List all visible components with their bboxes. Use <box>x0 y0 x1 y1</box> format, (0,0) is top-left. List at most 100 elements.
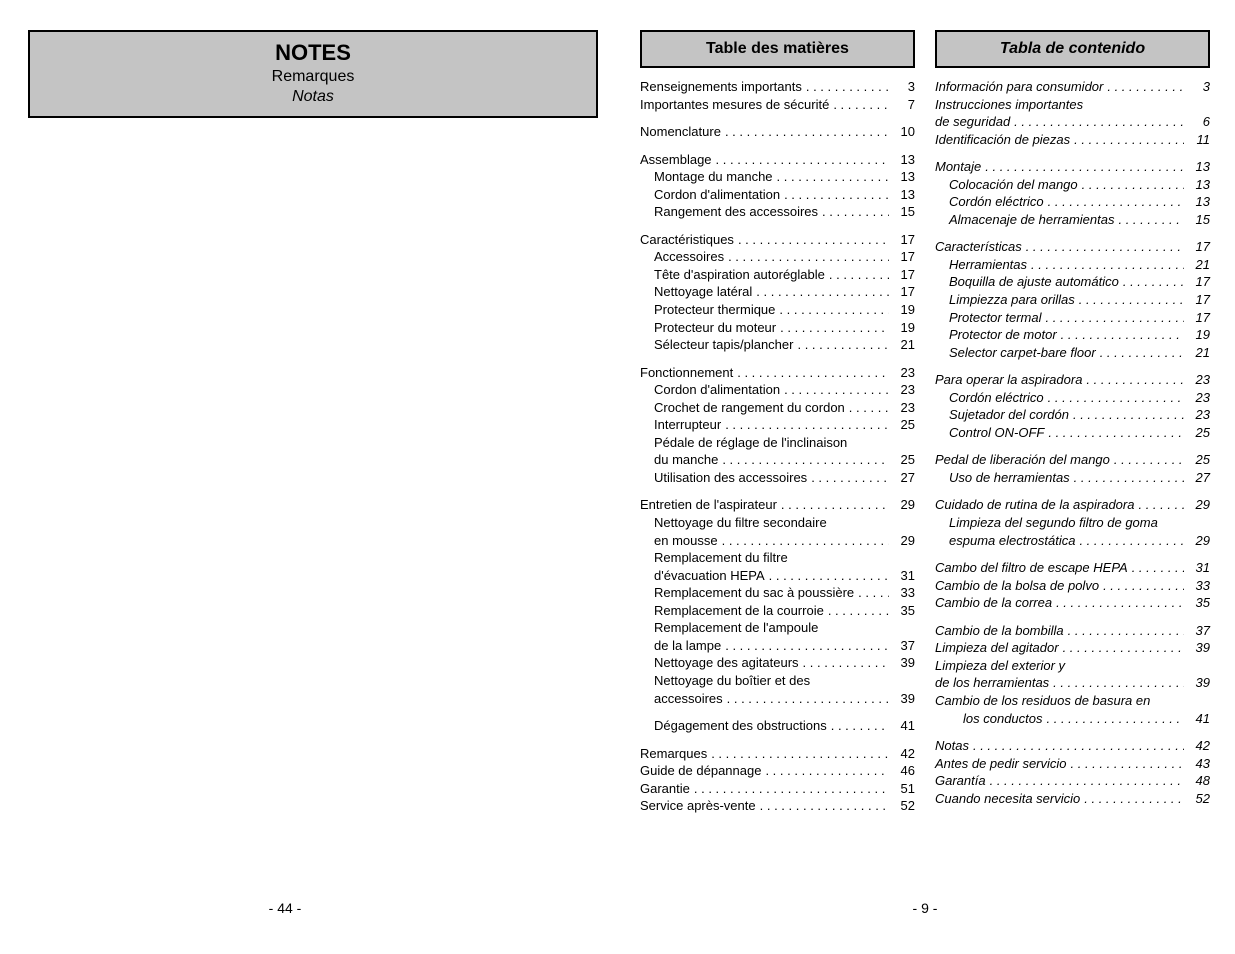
toc-leader <box>803 654 889 672</box>
toc-leader <box>728 248 889 266</box>
toc-leader <box>1026 238 1184 256</box>
toc-row: Cambio de la correa35 <box>935 594 1210 612</box>
toc-row: Montaje13 <box>935 158 1210 176</box>
toc-page: 15 <box>893 203 915 221</box>
toc-leader <box>822 203 889 221</box>
toc-leader <box>727 690 889 708</box>
toc-group: Nomenclature10 <box>640 123 915 141</box>
toc-label: Remplacement de l'ampoule <box>640 619 818 637</box>
toc-column-spanish: Tabla de contenido Información para cons… <box>935 30 1210 825</box>
toc-row: Para operar la aspiradora23 <box>935 371 1210 389</box>
toc-row: Limpieza del exterior y <box>935 657 1210 675</box>
toc-page: 21 <box>1188 256 1210 274</box>
toc-leader <box>760 797 889 815</box>
toc-page: 6 <box>1188 113 1210 131</box>
toc-page: 27 <box>893 469 915 487</box>
toc-page: 29 <box>893 532 915 550</box>
toc-row: Herramientas 21 <box>935 256 1210 274</box>
toc-page: 19 <box>893 319 915 337</box>
toc-row: Entretien de l'aspirateur29 <box>640 496 915 514</box>
toc-leader <box>722 532 889 550</box>
toc-label: Cuidado de rutina de la aspiradora <box>935 496 1134 514</box>
toc-row: Antes de pedir servicio43 <box>935 755 1210 773</box>
toc-row: Identificación de piezas11 <box>935 131 1210 149</box>
toc-row: Pedal de liberación del mango25 <box>935 451 1210 469</box>
toc-label: Fonctionnement <box>640 364 733 382</box>
toc-page: 35 <box>893 602 915 620</box>
toc-page: 39 <box>893 690 915 708</box>
toc-row: Pédale de réglage de l'inclinaison <box>640 434 915 452</box>
toc-label: Nettoyage du boîtier et des <box>640 672 810 690</box>
toc-leader <box>1071 755 1184 773</box>
toc-leader <box>1084 790 1184 808</box>
toc-label: Nettoyage des agitateurs <box>640 654 799 672</box>
toc-label: Cambo del filtro de escape HEPA <box>935 559 1128 577</box>
toc-row: Cambio de la bombilla37 <box>935 622 1210 640</box>
toc-leader <box>828 602 889 620</box>
toc-leader <box>1048 424 1184 442</box>
toc-row: Service après-vente52 <box>640 797 915 815</box>
toc-row: Información para consumidor3 <box>935 78 1210 96</box>
toc-label: Interrupteur <box>640 416 721 434</box>
toc-label: Cordon d'alimentation <box>640 381 780 399</box>
toc-row: Sélecteur tapis/plancher21 <box>640 336 915 354</box>
toc-row: de los herramientas39 <box>935 674 1210 692</box>
toc-row: Instrucciones importantes <box>935 96 1210 114</box>
toc-label: du manche <box>640 451 718 469</box>
toc-leader <box>829 266 889 284</box>
toc-column-french: Table des matières Renseignements import… <box>640 30 915 825</box>
toc-label: Crochet de rangement du cordon <box>640 399 845 417</box>
toc-row: accessoires 39 <box>640 690 915 708</box>
toc-row: Sujetador del cordón23 <box>935 406 1210 424</box>
toc-label: Pédale de réglage de l'inclinaison <box>640 434 847 452</box>
toc-leader <box>1074 131 1184 149</box>
toc-leader <box>1063 639 1184 657</box>
toc-page: 21 <box>893 336 915 354</box>
toc-page: 35 <box>1188 594 1210 612</box>
toc-row: en mousse29 <box>640 532 915 550</box>
notes-title: NOTES <box>30 40 596 66</box>
toc-leader <box>1079 532 1184 550</box>
toc-page: 17 <box>1188 273 1210 291</box>
toc-page: 42 <box>1188 737 1210 755</box>
toc-page: 17 <box>893 266 915 284</box>
page-number-right: - 9 - <box>640 900 1210 916</box>
toc-leader <box>1079 291 1184 309</box>
toc-leader <box>1047 710 1185 728</box>
toc-label: Herramientas <box>935 256 1027 274</box>
toc-label: Limpiezza para orillas <box>935 291 1075 309</box>
toc-row: Garantie51 <box>640 780 915 798</box>
toc-label: de los herramientas <box>935 674 1049 692</box>
toc-page: 13 <box>893 186 915 204</box>
toc-page: 17 <box>893 231 915 249</box>
toc-leader <box>1114 451 1184 469</box>
toc-label: Dégagement des obstructions <box>640 717 827 735</box>
toc-row: Colocación del mango13 <box>935 176 1210 194</box>
toc-row: Assemblage13 <box>640 151 915 169</box>
toc-label: accessoires <box>640 690 723 708</box>
toc-page: 7 <box>893 96 915 114</box>
toc-leader <box>780 319 889 337</box>
toc-group: Características17Herramientas 21 Boquilla … <box>935 238 1210 361</box>
toc-label: Nomenclature <box>640 123 721 141</box>
toc-label: Renseignements importants <box>640 78 802 96</box>
toc-label: Cambio de la bombilla <box>935 622 1064 640</box>
toc-page: 23 <box>893 364 915 382</box>
toc-label: Para operar la aspiradora <box>935 371 1082 389</box>
toc-label: Importantes mesures de sécurité <box>640 96 829 114</box>
toc-leader <box>769 567 889 585</box>
toc-row: Características17 <box>935 238 1210 256</box>
toc-leader <box>811 469 889 487</box>
toc-page: 25 <box>1188 424 1210 442</box>
toc-leader <box>973 737 1184 755</box>
toc-label: Boquilla de ajuste automático <box>935 273 1119 291</box>
toc-label: de seguridad <box>935 113 1010 131</box>
toc-page: 52 <box>893 797 915 815</box>
toc-leader <box>756 283 889 301</box>
toc-page: 31 <box>1188 559 1210 577</box>
toc-page: 41 <box>893 717 915 735</box>
toc-page: 13 <box>893 168 915 186</box>
toc-leader <box>722 451 889 469</box>
toc-label: Uso de herramientas <box>935 469 1070 487</box>
toc-page: 29 <box>1188 496 1210 514</box>
